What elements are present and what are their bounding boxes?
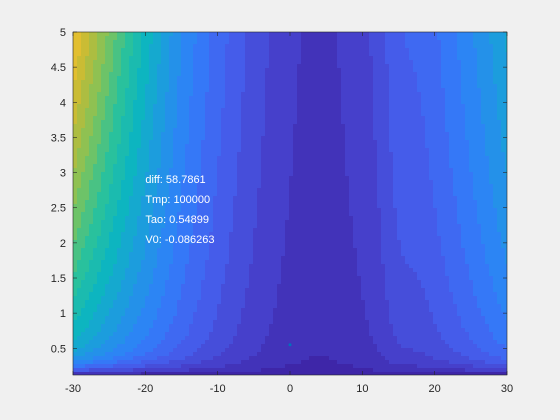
- marker-point: [288, 343, 292, 347]
- y-tick-label: 3: [60, 168, 66, 180]
- annotation-line: Tao: 0.54899: [145, 214, 209, 226]
- x-tick-label: 30: [501, 383, 513, 395]
- x-tick-label: -10: [210, 383, 226, 395]
- marker-layer: [288, 343, 292, 347]
- y-tick-label: 4: [60, 97, 66, 109]
- y-tick-label: 4.5: [51, 62, 66, 74]
- y-tick-label: 5: [60, 27, 66, 39]
- x-tick-label: 20: [429, 383, 441, 395]
- x-tick-label: 10: [356, 383, 368, 395]
- annotation-layer: diff: 58.7861 Tmp: 100000 Tao: 0.54899 V0: …: [145, 174, 214, 246]
- y-tick-label: 0.5: [51, 343, 66, 355]
- y-tick-label: 1: [60, 308, 66, 320]
- x-tick-label: -20: [137, 383, 153, 395]
- contour-fill: [73, 32, 507, 375]
- x-axis-ticks: -30 -20 -10 0 10 20 30: [65, 32, 513, 395]
- y-tick-label: 3.5: [51, 132, 66, 144]
- y-tick-label: 2.5: [51, 203, 66, 215]
- axes-box: [72, 31, 508, 376]
- y-tick-label: 1.5: [51, 273, 66, 285]
- x-tick-label: 0: [287, 383, 293, 395]
- annotation-line: V0: -0.086263: [145, 234, 214, 246]
- x-tick-label: -30: [65, 383, 81, 395]
- y-axis-ticks: 0.5 1 1.5 2 2.5 3 3.5 4 4.5 5: [51, 27, 507, 355]
- y-tick-label: 2: [60, 238, 66, 250]
- annotation-line: Tmp: 100000: [145, 194, 210, 206]
- annotation-line: diff: 58.7861: [145, 174, 205, 186]
